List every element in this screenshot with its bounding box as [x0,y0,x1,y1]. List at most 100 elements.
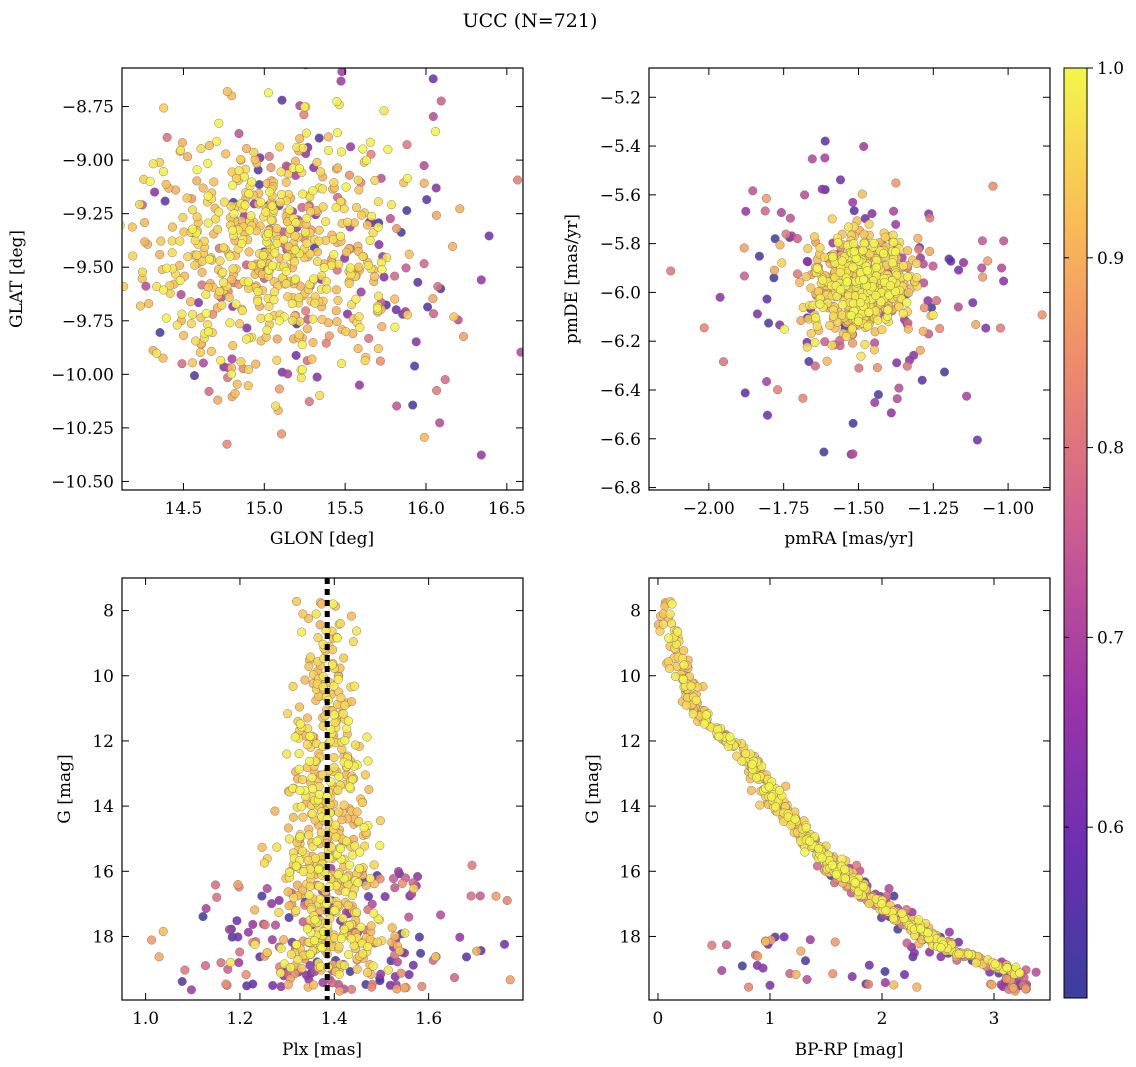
glon-glat-point [152,282,162,292]
plx-g-point [298,812,308,822]
plx-g-point [314,881,324,891]
glon-glat-point [78,407,87,416]
glon-glat-point [435,418,445,428]
plx-g-point [340,700,350,710]
plx-g-point [375,841,385,851]
glon-glat-point [155,328,165,338]
glon-glat-point [265,187,275,197]
glon-glat-point [240,200,250,210]
glon-glat-xtick-label: 14.5 [165,499,203,519]
glon-glat-point [242,323,252,333]
cmd-point [805,836,815,846]
plx-g-point [295,702,305,712]
glon-glat-point [186,319,196,329]
plx-g-point [311,609,321,619]
plx-g-point [329,762,339,772]
glon-glat-point [193,298,203,308]
glon-glat-point [423,302,433,312]
plx-g-point [408,960,418,970]
plx-g-point [413,872,423,882]
plx-g-point [257,891,267,901]
glon-glat-point [476,450,486,460]
plx-g-xtick-label: 1.4 [321,1009,348,1029]
cmd-point [814,844,824,854]
pm-point [903,246,913,256]
glon-glat-point [341,327,351,337]
glon-glat-point [183,252,193,262]
glon-glat-point [363,260,373,270]
pm-point [849,247,859,257]
plx-g-point [352,964,362,974]
cmd-point [707,940,717,950]
cmd-point [847,972,857,982]
glon-glat-ytick-label: −8.75 [62,98,114,118]
plx-g-point [257,842,267,852]
cmd-point [864,960,874,970]
pm-point [999,236,1009,246]
plx-g-point [295,786,305,796]
pm-point [862,266,872,276]
glon-glat-point [188,309,198,319]
glon-glat-point [195,347,205,357]
glon-glat-point [365,137,375,147]
glon-glat-point [236,357,246,367]
glon-glat-point [285,224,295,234]
pm-point [837,256,847,266]
plx-g-point [395,946,405,956]
glon-glat-point [271,401,281,411]
pm-point [811,313,821,323]
glon-glat-point [322,284,332,294]
glon-glat-point [272,224,282,234]
glon-glat-point [197,267,207,277]
glon-glat-point [430,126,440,136]
pm-point [889,206,899,216]
glon-glat-point [379,106,389,116]
pm-point [859,275,869,285]
pm-point [842,277,852,287]
glon-glat-point [152,348,162,358]
glon-glat-point [484,231,494,241]
glon-glat-point [344,279,354,289]
glon-glat-point [310,298,320,308]
plx-g-point [309,980,319,990]
glon-glat-point [297,365,307,375]
glon-glat-point [204,386,214,396]
pm-point [886,408,896,418]
plx-g-point [210,880,220,890]
figure-title: UCC (N=721) [463,10,598,32]
plx-g-point [380,892,390,902]
glon-glat-point [360,356,370,366]
glon-glat-point [402,140,412,150]
glon-glat-point [214,207,224,217]
plx-g-point [369,860,379,870]
glon-glat-point [307,354,317,364]
cmd-point [916,924,926,934]
plx-g-point [305,949,315,959]
glon-glat-point [308,314,318,324]
cmd-point [831,870,841,880]
glon-glat-point [253,286,263,296]
cmd-point [827,860,837,870]
pm-point [891,178,901,188]
glon-glat-point [312,257,322,267]
pm-point [833,238,843,248]
glon-glat-point [343,217,353,227]
pm-point [999,276,1009,286]
glon-glat-point [222,439,232,449]
glon-glat-point [336,147,346,157]
panel-pm-frame [648,67,1051,491]
pm-point [810,361,820,371]
pm-point [770,265,780,275]
plx-g-point [491,891,501,901]
pm-point [848,197,858,207]
plx-g-point [158,927,168,937]
glon-glat-point [300,102,310,112]
glon-glat-point [374,240,384,250]
plx-g-point [241,970,251,980]
cmd-point [699,719,709,729]
pm-point [898,309,908,319]
plx-g-point [339,924,349,934]
glon-glat-xtick-label: 15.0 [245,499,283,519]
glon-glat-point [314,225,324,235]
